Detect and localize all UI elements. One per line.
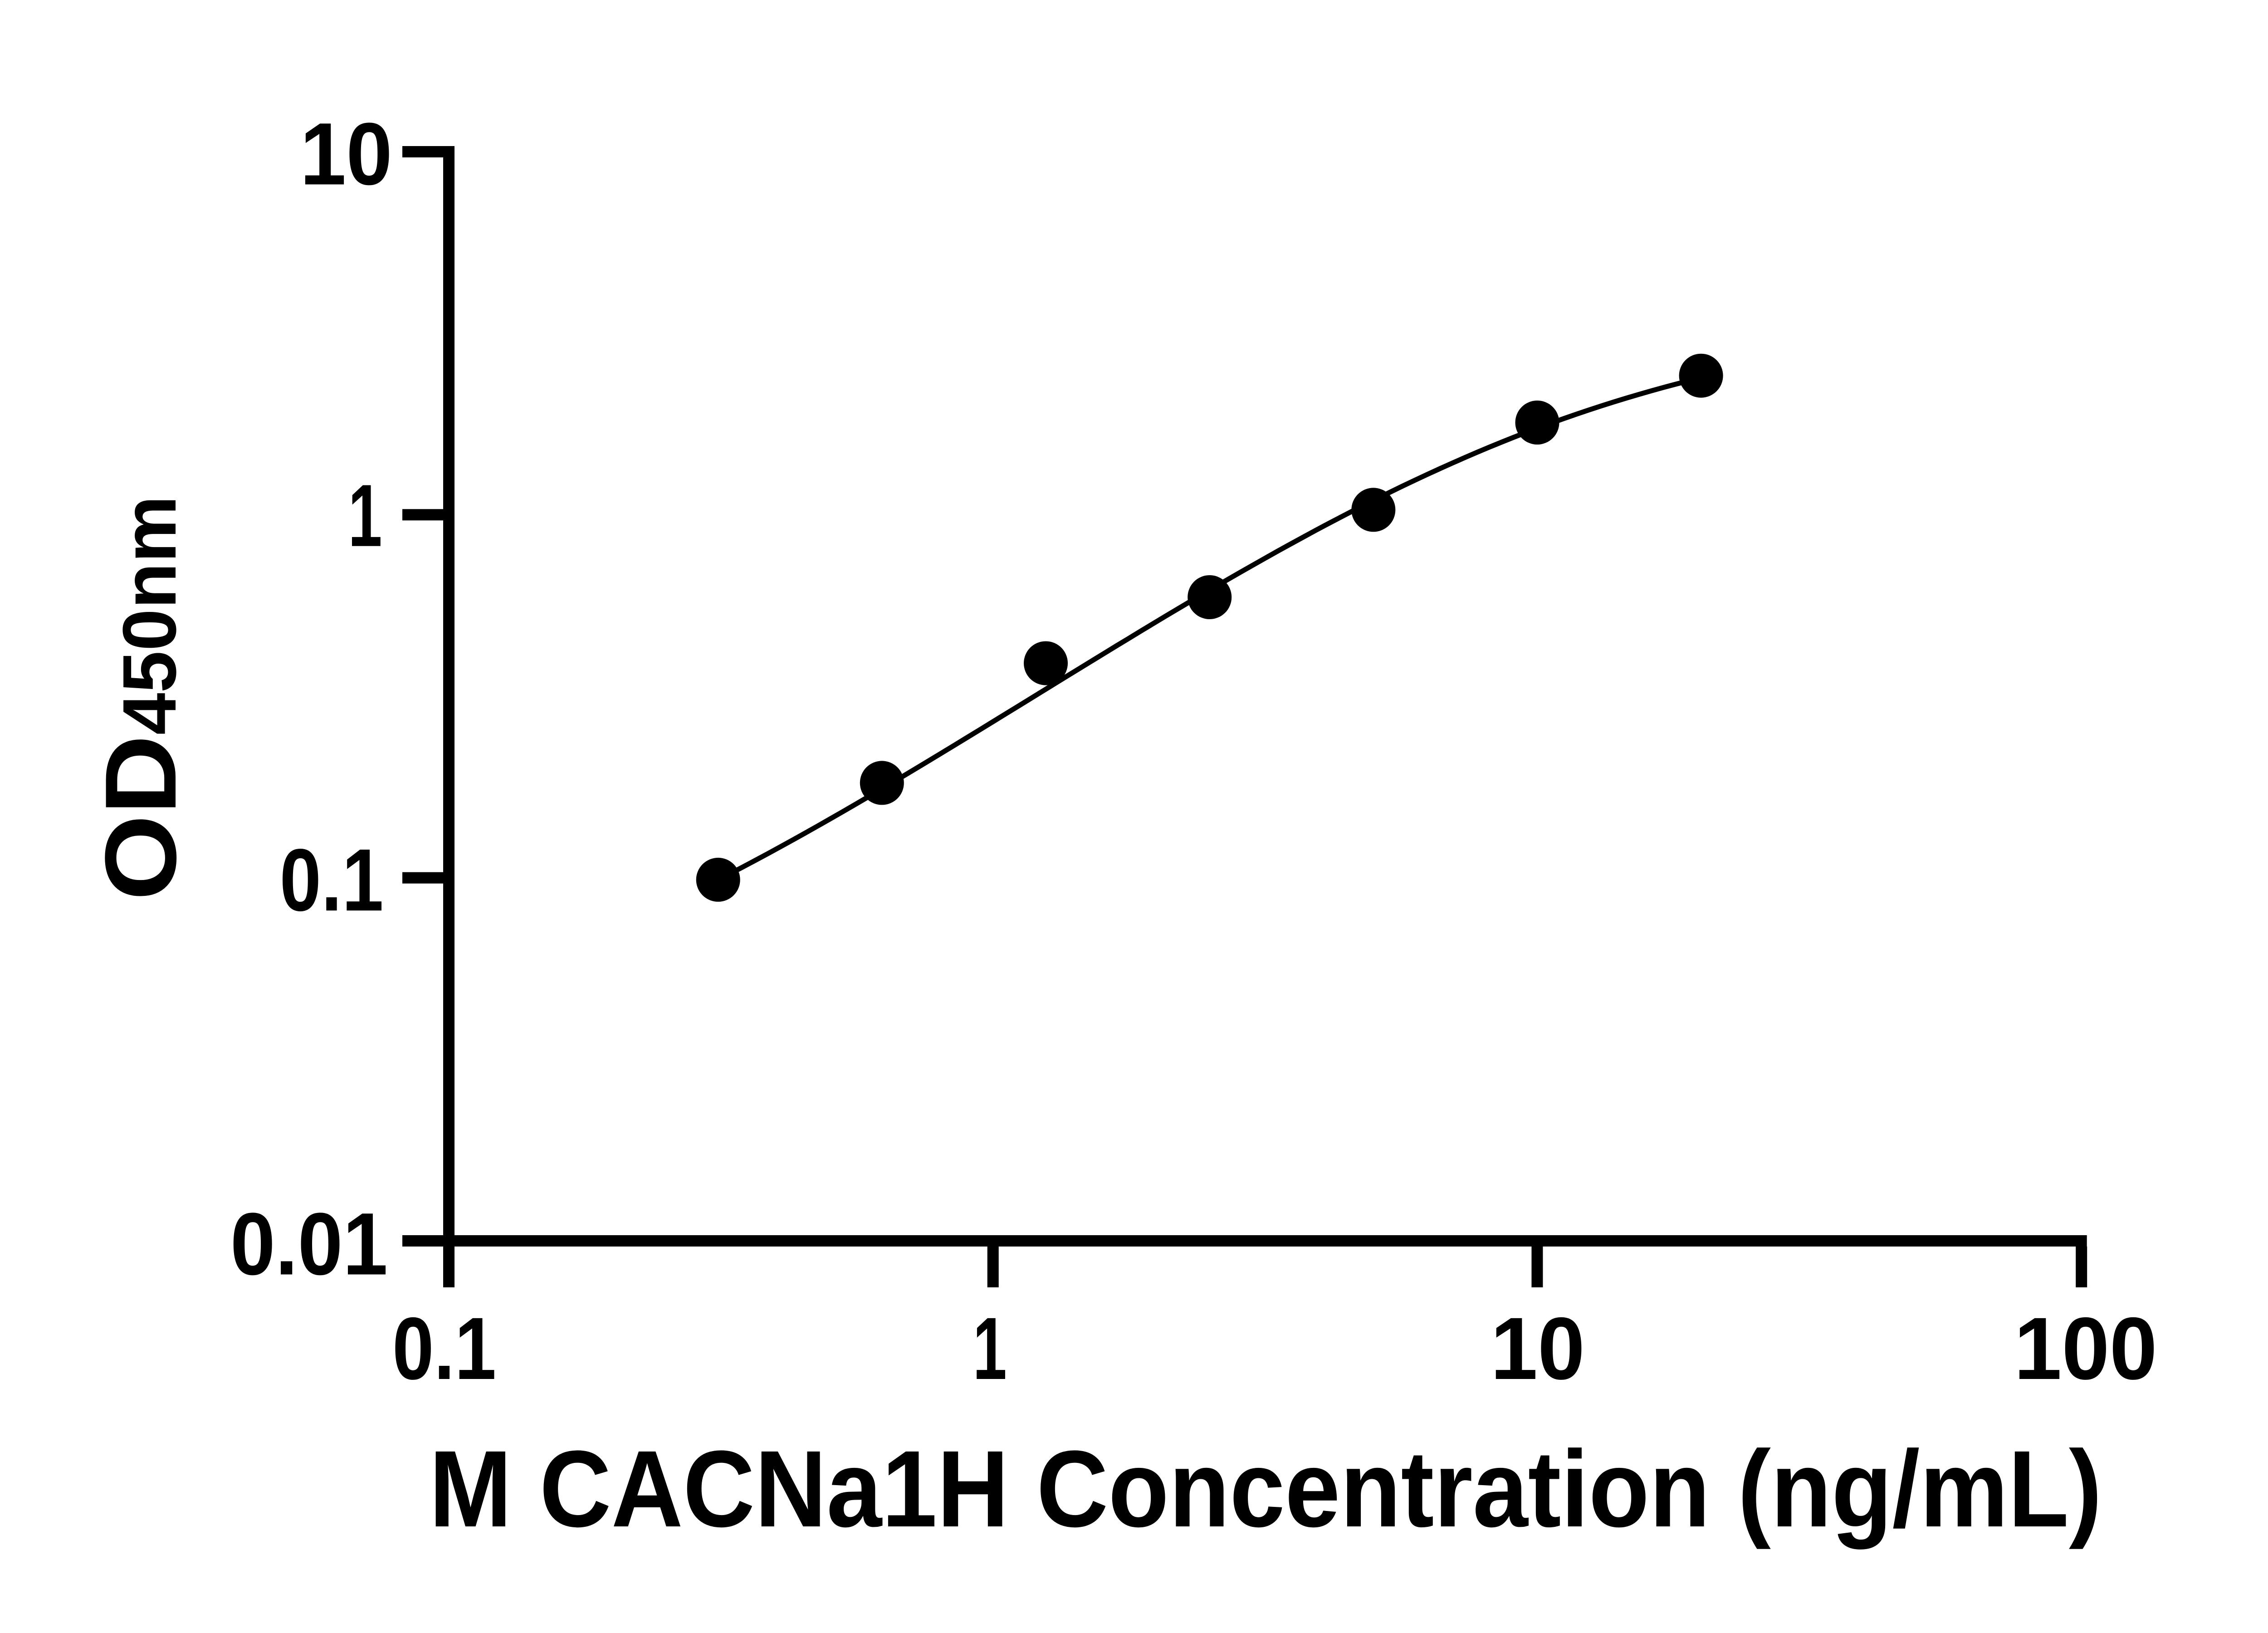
svg-text:10: 10 (300, 105, 392, 204)
svg-text:100: 100 (2014, 1299, 2157, 1398)
svg-text:0.01: 0.01 (230, 1195, 388, 1294)
svg-text:10: 10 (1491, 1299, 1585, 1398)
svg-text:1: 1 (348, 466, 382, 565)
svg-text:0.1: 0.1 (392, 1299, 496, 1398)
svg-text:M CACNa1H Concentration (ng/mL: M CACNa1H Concentration (ng/mL) (429, 1428, 2102, 1550)
svg-text:OD450nm: OD450nm (84, 496, 197, 901)
svg-text:1: 1 (973, 1299, 1007, 1398)
svg-text:0.1: 0.1 (280, 831, 384, 929)
